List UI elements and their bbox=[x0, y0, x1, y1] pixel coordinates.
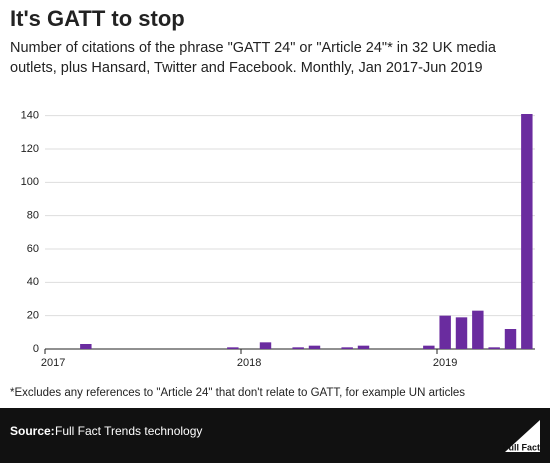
y-tick-label: 140 bbox=[21, 110, 39, 122]
y-tick-label: 40 bbox=[27, 276, 39, 288]
y-tick-label: 80 bbox=[27, 210, 39, 222]
bar bbox=[357, 345, 370, 349]
logo-text: Full Fact bbox=[503, 442, 540, 452]
chart-title: It's GATT to stop bbox=[10, 6, 185, 31]
bar bbox=[341, 347, 353, 349]
subtitle-box: Number of citations of the phrase "GATT … bbox=[10, 40, 496, 76]
x-tick-label: 2017 bbox=[41, 357, 65, 369]
footnote: *Excludes any references to "Article 24"… bbox=[10, 387, 465, 399]
bar bbox=[439, 315, 451, 349]
bar bbox=[472, 310, 484, 349]
bar bbox=[521, 114, 533, 349]
footer-bar bbox=[0, 408, 550, 463]
y-tick-label: 100 bbox=[21, 176, 39, 188]
y-tick-label: 120 bbox=[21, 143, 39, 155]
y-tick-label: 60 bbox=[27, 243, 39, 255]
bar bbox=[259, 342, 272, 349]
bar bbox=[488, 347, 500, 349]
x-tick-label: 2018 bbox=[237, 357, 261, 369]
logo-shape bbox=[505, 420, 540, 452]
bar bbox=[227, 347, 239, 349]
bar bbox=[423, 345, 435, 349]
y-tick-label: 20 bbox=[27, 310, 39, 322]
bar bbox=[292, 347, 304, 349]
bar bbox=[308, 345, 321, 349]
bar bbox=[455, 317, 468, 349]
chart-subtitle: Number of citations of the phrase "GATT … bbox=[10, 40, 496, 76]
x-tick-label: 2019 bbox=[433, 357, 457, 369]
y-tick-label: 0 bbox=[33, 343, 39, 355]
bar bbox=[504, 329, 517, 349]
source-text: Full Fact Trends technology bbox=[55, 424, 202, 438]
source-label: Source: bbox=[10, 424, 55, 438]
bar bbox=[80, 344, 92, 349]
